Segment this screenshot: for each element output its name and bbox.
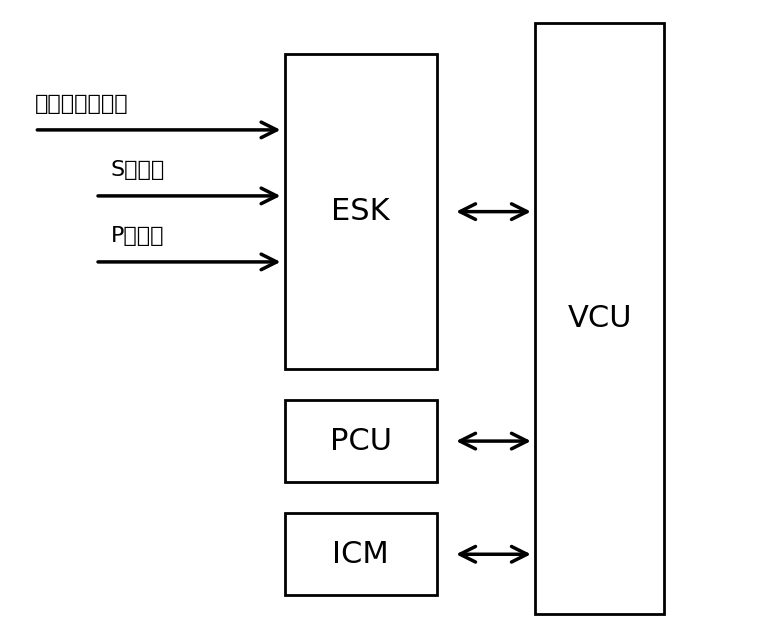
Text: P挡按键: P挡按键 (110, 226, 164, 247)
Bar (285, 54, 436, 369)
Text: 旋钮挡位传感器: 旋钮挡位传感器 (35, 94, 128, 114)
Bar (285, 400, 436, 482)
Text: ESK: ESK (331, 197, 390, 226)
Bar (285, 513, 436, 595)
Text: S挡按键: S挡按键 (110, 160, 165, 180)
Text: ICM: ICM (332, 540, 389, 569)
Bar (535, 23, 664, 614)
Text: VCU: VCU (568, 304, 632, 333)
Text: PCU: PCU (330, 427, 392, 455)
